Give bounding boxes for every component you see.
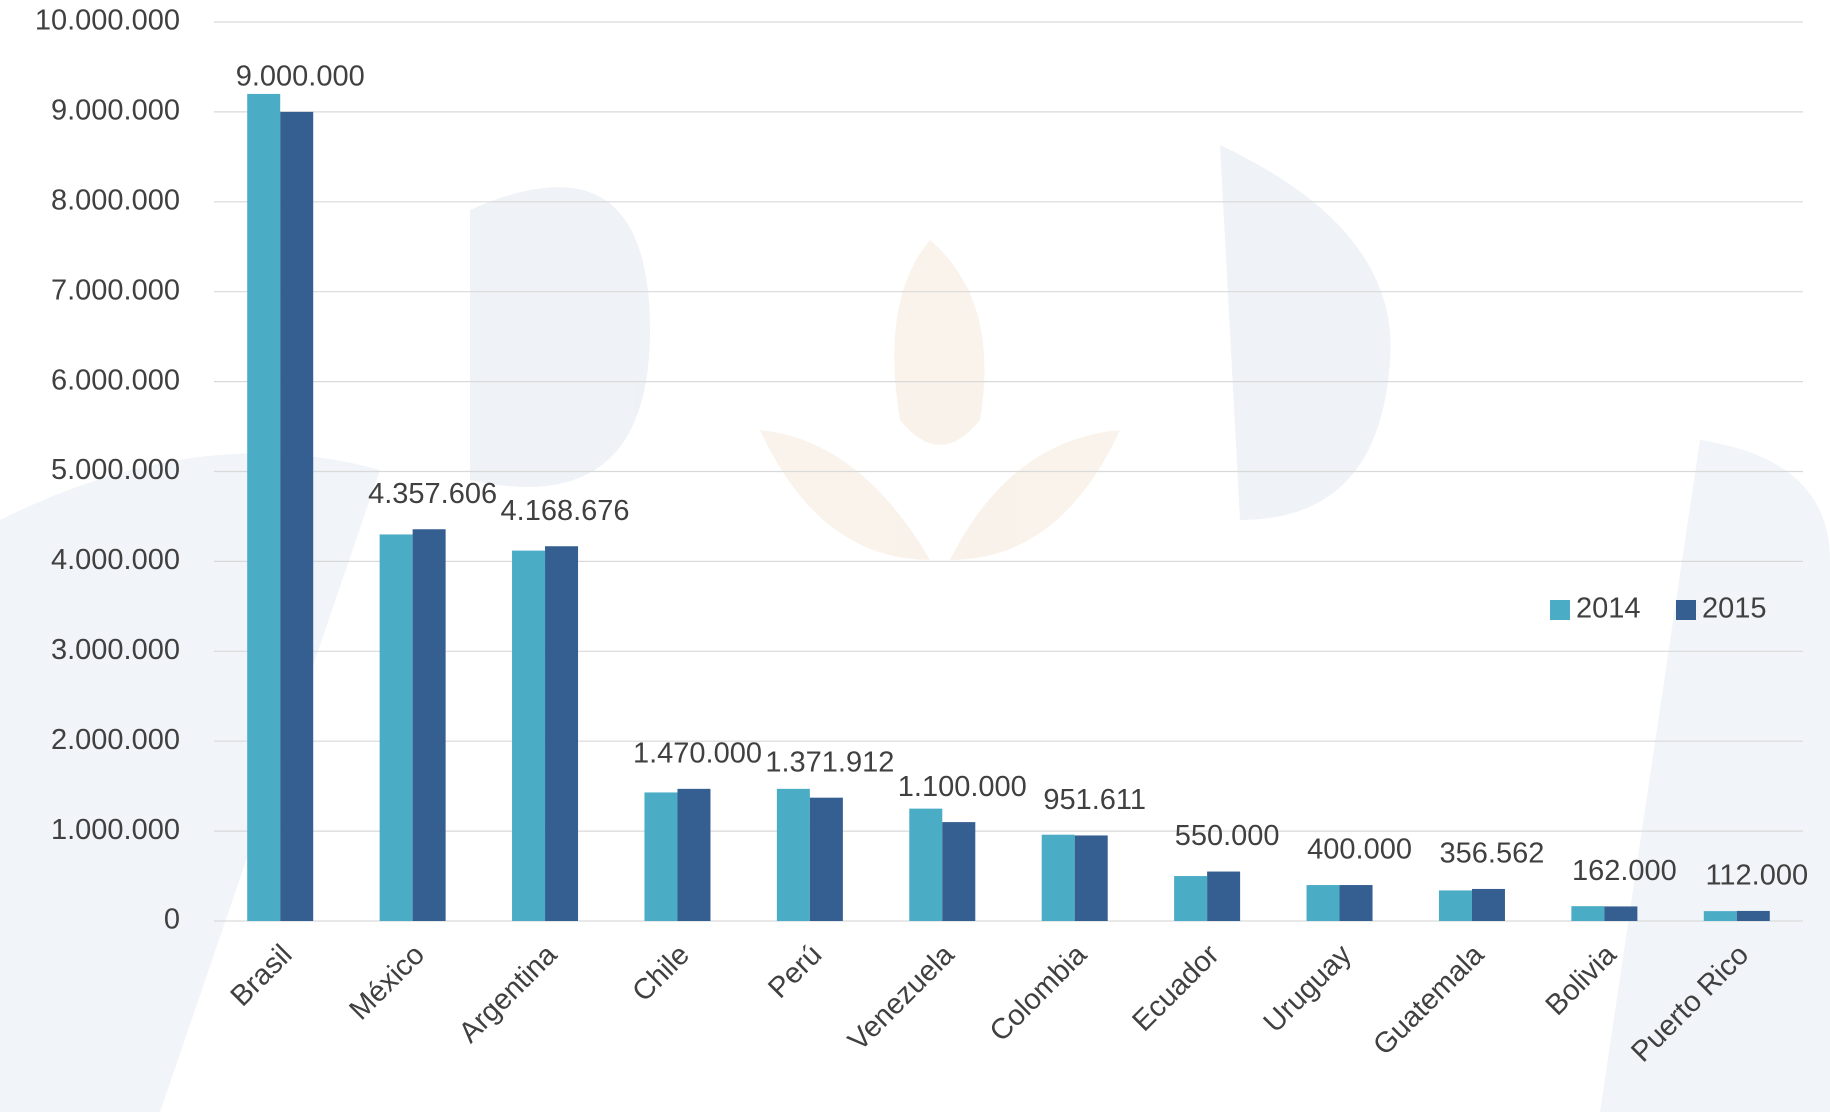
bar xyxy=(1042,835,1075,921)
data-label: 1.100.000 xyxy=(898,771,1027,803)
data-label: 1.371.912 xyxy=(765,746,894,778)
bar xyxy=(1704,911,1737,921)
y-tick-label: 3.000.000 xyxy=(51,634,180,666)
bar xyxy=(1075,835,1108,921)
data-label: 4.168.676 xyxy=(501,495,630,527)
y-tick-label: 4.000.000 xyxy=(51,544,180,576)
x-tick-label: Ecuador xyxy=(1126,938,1225,1037)
bar xyxy=(1571,906,1604,921)
x-tick-label: Venezuela xyxy=(842,938,961,1057)
data-label: 550.000 xyxy=(1175,820,1280,852)
plot-area: 0 1.000.000 2.000.000 3.000.000 4.000.000 5.0… xyxy=(35,5,1808,1069)
bar xyxy=(280,112,313,921)
bar xyxy=(1340,885,1373,921)
x-tick-label: Colombia xyxy=(984,938,1094,1048)
y-tick-label: 7.000.000 xyxy=(51,274,180,306)
data-label: 356.562 xyxy=(1440,838,1545,870)
bar xyxy=(1207,872,1240,921)
bar xyxy=(1307,885,1340,921)
bar xyxy=(512,551,545,921)
bar xyxy=(810,798,843,921)
bar xyxy=(1439,890,1472,921)
bar xyxy=(942,822,975,921)
data-label: 162.000 xyxy=(1572,855,1677,887)
data-label: 400.000 xyxy=(1307,834,1412,866)
data-label: 112.000 xyxy=(1705,860,1808,892)
y-tick-label: 1.000.000 xyxy=(51,814,180,846)
x-tick-label: Argentina xyxy=(453,938,564,1049)
bar xyxy=(1174,876,1207,921)
y-tick-label: 9.000.000 xyxy=(51,95,180,127)
chart: 0 1.000.000 2.000.000 3.000.000 4.000.000 5.0… xyxy=(0,0,1830,1112)
y-tick-label: 0 xyxy=(164,904,180,936)
y-tick-label: 6.000.000 xyxy=(51,364,180,396)
x-tick-label: Uruguay xyxy=(1258,938,1358,1038)
bar xyxy=(380,534,413,921)
page: {"chart_data": {"type": "bar", "categori… xyxy=(0,0,1830,1112)
y-tick-label: 10.000.000 xyxy=(35,5,180,37)
x-tick-label: Bolivia xyxy=(1540,938,1624,1022)
bar xyxy=(247,94,280,921)
x-tick-label: Perú xyxy=(762,939,828,1005)
x-tick-label: Guatemala xyxy=(1367,938,1491,1062)
legend-swatch xyxy=(1550,600,1570,620)
bar xyxy=(909,809,942,921)
legend-swatch xyxy=(1676,600,1696,620)
bar xyxy=(413,529,446,921)
data-label: 4.357.606 xyxy=(368,478,497,510)
bar xyxy=(1472,889,1505,921)
bar xyxy=(777,789,810,921)
data-label: 951.611 xyxy=(1043,784,1146,816)
bar xyxy=(644,792,677,921)
bar xyxy=(677,789,710,921)
x-tick-label: México xyxy=(343,939,431,1027)
x-tick-label: Chile xyxy=(626,939,695,1008)
data-label: 1.470.000 xyxy=(633,738,762,770)
y-tick-label: 8.000.000 xyxy=(51,184,180,216)
data-label: 9.000.000 xyxy=(236,61,365,93)
bar xyxy=(545,546,578,921)
legend-label: 2014 xyxy=(1576,593,1641,625)
y-tick-label: 5.000.000 xyxy=(51,454,180,486)
legend-label: 2015 xyxy=(1702,593,1767,625)
y-tick-label: 2.000.000 xyxy=(51,724,180,756)
bar xyxy=(1604,906,1637,921)
bar xyxy=(1737,911,1770,921)
x-tick-label: Brasil xyxy=(225,939,299,1013)
